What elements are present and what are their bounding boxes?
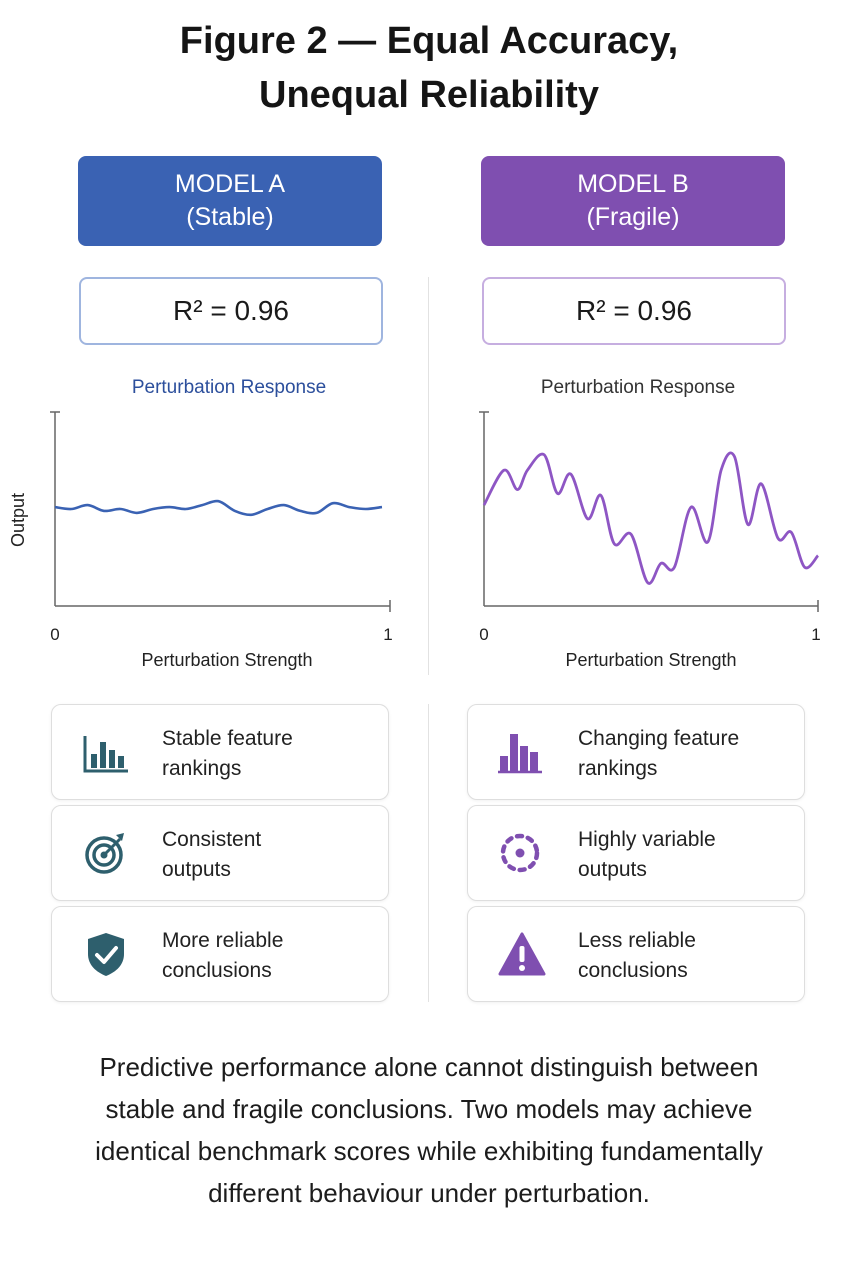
model-b-feature-card: Less reliable conclusions <box>467 906 805 1002</box>
model-a-subtitle: (Stable) <box>186 203 274 231</box>
chart-b-x-tick-1: 1 <box>811 625 820 644</box>
bar-chart-icon <box>498 734 542 774</box>
feature-text-line-2: conclusions <box>578 959 688 982</box>
model-a-header: MODEL A (Stable) <box>78 156 382 246</box>
feature-text: Less reliable conclusions <box>578 926 798 986</box>
chart-b: 0 1 Perturbation Strength <box>479 411 821 670</box>
model-b-header: MODEL B (Fragile) <box>481 156 785 246</box>
column-divider-bottom <box>428 704 429 1002</box>
feature-text-line-1: Changing feature <box>578 727 740 750</box>
warning-triangle-icon <box>498 932 546 976</box>
model-b-score: R² = 0.96 <box>576 295 692 326</box>
perturbation-charts: 0 1 Perturbation Strength Output 0 1 Per… <box>8 411 821 670</box>
model-a-feature-card: More reliable conclusions <box>51 906 389 1002</box>
figure-title-line-2: Unequal Reliability <box>259 74 599 116</box>
model-a-score: R² = 0.96 <box>173 295 289 326</box>
feature-text: Changing feature rankings <box>578 724 798 784</box>
figure-caption: Predictive performance alone cannot dist… <box>0 1046 858 1214</box>
model-b-score-box: R² = 0.96 <box>482 277 786 345</box>
chart-a-series-line <box>54 499 383 517</box>
figure-title: Figure 2 — Equal Accuracy, Unequal Relia… <box>0 14 858 122</box>
feature-text-line-1: More reliable <box>162 929 284 952</box>
chart-b-x-label: Perturbation Strength <box>565 650 736 670</box>
chart-b-title: Perturbation Response <box>540 377 736 398</box>
dotted-circle-icon <box>500 833 540 873</box>
model-a-name: MODEL A <box>174 170 286 198</box>
feature-text-line-1: Less reliable <box>578 929 696 952</box>
caption-line-3: identical benchmark scores while exhibit… <box>95 1136 763 1166</box>
feature-text-line-1: Consistent <box>162 828 262 851</box>
feature-text-line-2: rankings <box>578 757 658 780</box>
column-divider-top <box>428 277 429 675</box>
model-b-feature-card: Changing feature rankings <box>467 704 805 800</box>
model-a-feature-card: Stable feature rankings <box>51 704 389 800</box>
caption-line-1: Predictive performance alone cannot dist… <box>99 1052 759 1082</box>
chart-a-title: Perturbation Response <box>131 377 327 398</box>
model-b-name: MODEL B <box>577 170 689 198</box>
feature-text: Highly variable outputs <box>578 825 798 885</box>
feature-text: More reliable conclusions <box>162 926 382 986</box>
model-b-subtitle: (Fragile) <box>586 203 680 231</box>
feature-text-line-2: outputs <box>578 858 647 881</box>
feature-text-line-2: rankings <box>162 757 242 780</box>
chart-a: 0 1 Perturbation Strength Output <box>8 411 393 670</box>
feature-text-line-1: Highly variable <box>578 828 716 851</box>
feature-text: Stable feature rankings <box>162 724 382 784</box>
chart-b-series-line <box>482 451 820 585</box>
chart-a-y-label: Output <box>8 493 28 547</box>
caption-line-2: stable and fragile conclusions. Two mode… <box>105 1094 753 1124</box>
figure-title-line-1: Figure 2 — Equal Accuracy, <box>179 20 679 62</box>
feature-text-line-2: outputs <box>162 858 231 881</box>
shield-check-icon <box>88 933 124 976</box>
feature-text: Consistent outputs <box>162 825 382 885</box>
chart-a-x-tick-0: 0 <box>50 625 59 644</box>
model-b-feature-card: Highly variable outputs <box>467 805 805 901</box>
chart-b-x-tick-0: 0 <box>479 625 488 644</box>
bar-chart-icon <box>83 736 128 773</box>
chart-a-x-label: Perturbation Strength <box>141 650 312 670</box>
feature-text-line-2: conclusions <box>162 959 272 982</box>
model-a-feature-card: Consistent outputs <box>51 805 389 901</box>
target-icon <box>85 833 124 874</box>
chart-a-x-tick-1: 1 <box>383 625 392 644</box>
model-a-score-box: R² = 0.96 <box>79 277 383 345</box>
caption-line-4: different behaviour under perturbation. <box>208 1178 650 1208</box>
feature-text-line-1: Stable feature <box>162 727 293 750</box>
